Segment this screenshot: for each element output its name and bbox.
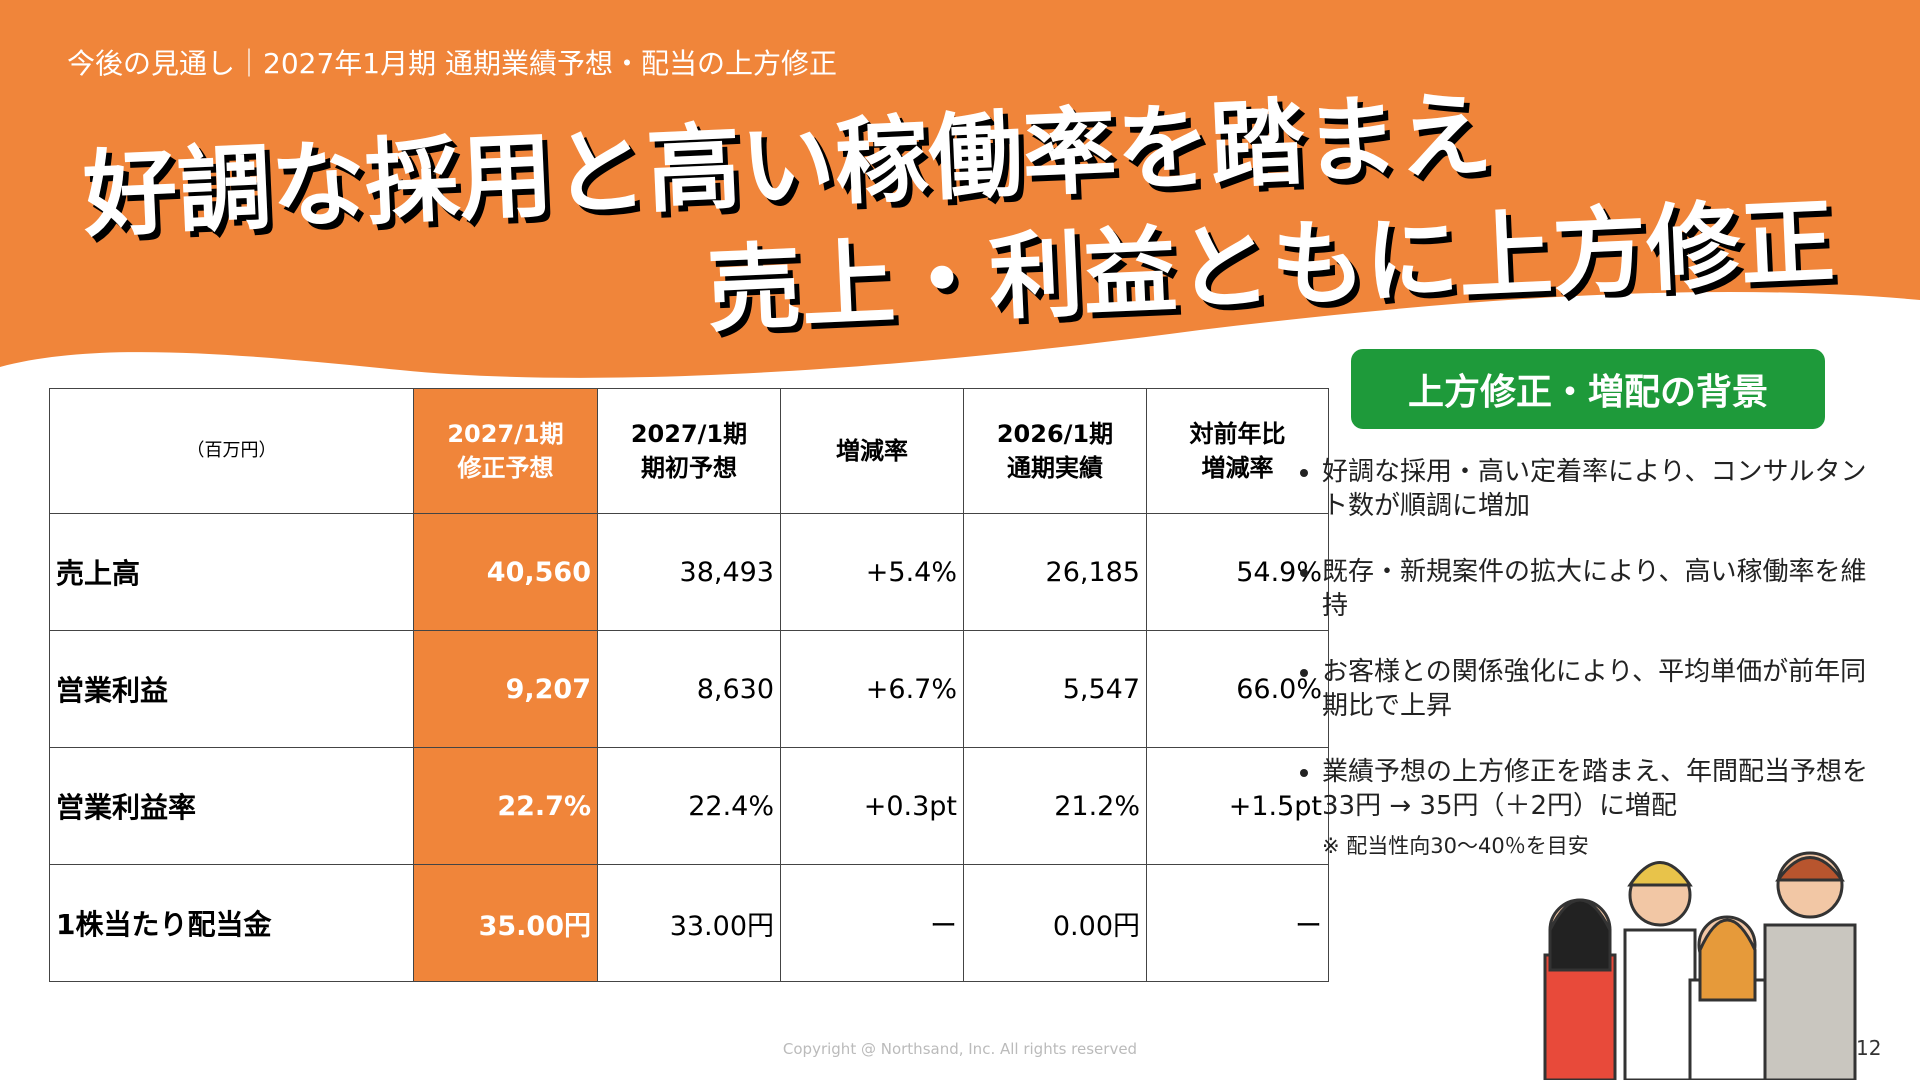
header-line: 通期実績 [1007, 454, 1103, 482]
cell: 38,493 [597, 513, 781, 631]
cell: 8,630 [597, 630, 781, 748]
cell: +0.3pt [780, 747, 964, 865]
column-header: 2027/1期 修正予想 [413, 388, 598, 514]
bullet: 業績予想の上方修正を踏まえ、年間配当予想を33円 → 35円（＋2円）に増配 [1322, 755, 1892, 823]
cell: 66.0% [1146, 630, 1329, 748]
cell: 54.9% [1146, 513, 1329, 631]
orange-band [0, 0, 1920, 378]
cell: 5,547 [963, 630, 1147, 748]
bullet: 既存・新規案件の拡大により、高い稼働率を維持 [1322, 555, 1892, 623]
table-row: 営業利益率 22.7% 22.4% +0.3pt 21.2% +1.5pt [49, 747, 1329, 865]
page-number: 12 [1856, 1036, 1882, 1060]
header-row: （百万円） 2027/1期 修正予想 2027/1期 期初予想 増減率 2026/1期 通期実… [49, 388, 1329, 514]
cell: +6.7% [780, 630, 964, 748]
cell: 22.7% [413, 747, 598, 865]
cell: 35.00円 [413, 864, 598, 982]
row-label: 営業利益率 [49, 747, 414, 865]
unit-cell: （百万円） [49, 388, 414, 514]
cell: ー [780, 864, 964, 982]
cell: ー [1146, 864, 1329, 982]
cell: +5.4% [780, 513, 964, 631]
column-header: 2026/1期 通期実績 [963, 388, 1147, 514]
header-line: 2027/1期 [630, 420, 748, 448]
header-line: 対前年比 [1189, 420, 1286, 448]
cell: 33.00円 [597, 864, 781, 982]
header-line: 増減率 [836, 437, 908, 465]
note: ※ 配当性向30〜40％を目安 [1322, 834, 1589, 858]
cell: 40,560 [413, 513, 598, 631]
forecast-table: （百万円） 2027/1期 修正予想 2027/1期 期初予想 増減率 2026/1期 通期実… [49, 388, 1329, 982]
bullet: 好調な採用・高い定着率により、コンサルタント数が順調に増加 [1322, 455, 1892, 523]
cell: 9,207 [413, 630, 598, 748]
copyright: Copyright @ Northsand, Inc. All rights r… [782, 1040, 1138, 1058]
cell: 0.00円 [963, 864, 1147, 982]
header-line: 2027/1期 [447, 420, 564, 448]
row-label: 売上高 [49, 513, 414, 631]
bullet-list: 好調な採用・高い定着率により、コンサルタント数が順調に増加既存・新規案件の拡大に… [1298, 455, 1892, 855]
illustration [1543, 851, 1857, 1080]
table-row: 売上高 40,560 38,493 +5.4% 26,185 54.9% [49, 513, 1329, 631]
bullet: お客様との関係強化により、平均単価が前年同期比で上昇 [1322, 655, 1892, 723]
column-header: 増減率 [780, 388, 964, 514]
subtitle: 今後の見通し｜2027年1月期 通期業績予想・配当の上方修正 [67, 47, 837, 80]
column-header: 2027/1期 期初予想 [597, 388, 781, 514]
row-label: 営業利益 [49, 630, 414, 748]
table-row: 営業利益 9,207 8,630 +6.7% 5,547 66.0% [49, 630, 1329, 748]
cell: +1.5pt [1146, 747, 1329, 865]
header-line: 期初予想 [641, 454, 737, 482]
cell: 22.4% [597, 747, 781, 865]
row-label: 1株当たり配当金 [49, 864, 414, 982]
header-line: 増減率 [1201, 454, 1274, 482]
cell: 21.2% [963, 747, 1147, 865]
header-line: 2026/1期 [996, 420, 1114, 448]
header-line: 修正予想 [457, 454, 554, 482]
table-row: 1株当たり配当金 35.00円 33.00円ー 0.00円ー [49, 864, 1329, 982]
column-header: 対前年比 増減率 [1146, 388, 1329, 514]
cell: 26,185 [963, 513, 1147, 631]
side-title: 上方修正・増配の背景 [1351, 349, 1825, 429]
